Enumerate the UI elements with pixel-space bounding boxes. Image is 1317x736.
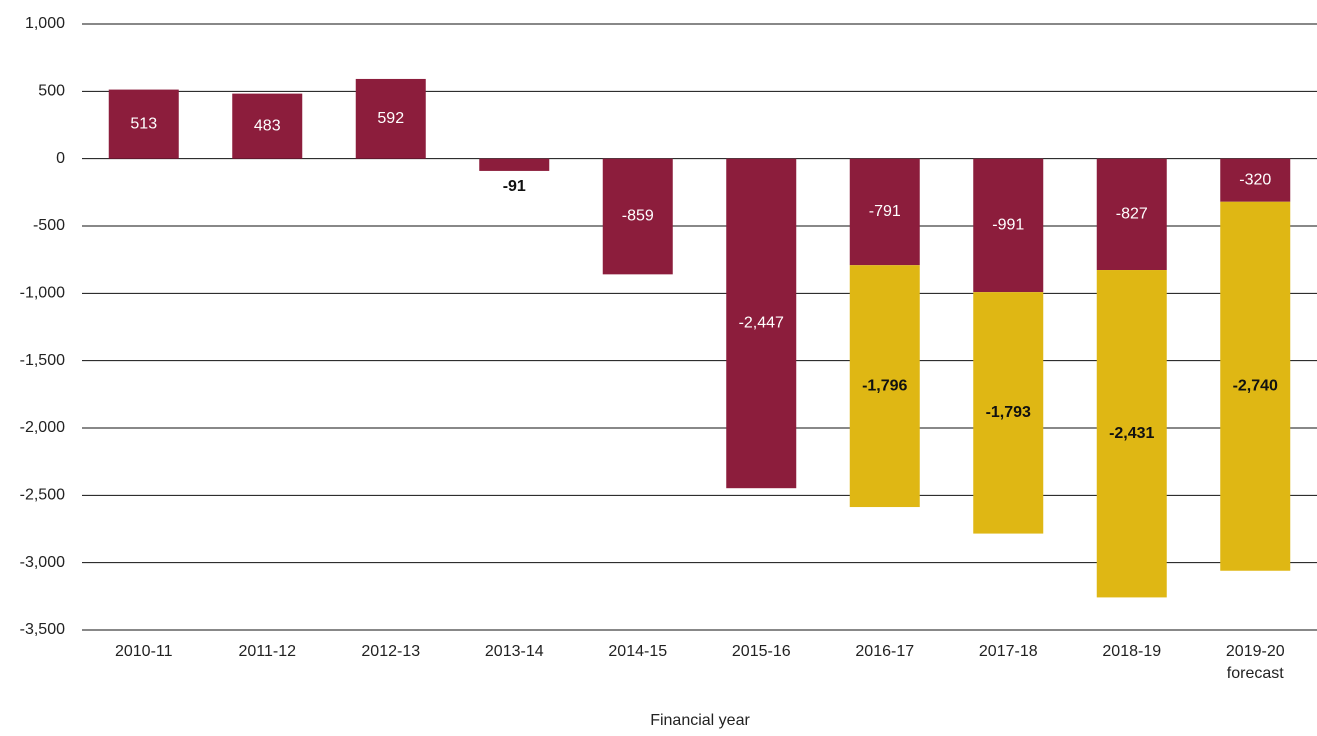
- value-label: 483: [254, 117, 281, 134]
- value-label: -2,740: [1233, 377, 1278, 394]
- value-label: -320: [1239, 171, 1271, 188]
- value-label: -1,793: [986, 404, 1031, 421]
- bar: [602, 158, 673, 275]
- bar: [849, 158, 920, 266]
- y-tick-label: 1,000: [25, 15, 65, 32]
- x-tick-label: 2018-19: [1102, 643, 1161, 660]
- bar: [1096, 270, 1167, 598]
- x-tick-label: 2016-17: [855, 643, 914, 660]
- x-axis-title: Financial year: [650, 712, 750, 729]
- x-tick-label: 2011-12: [238, 643, 296, 660]
- bar: [479, 158, 550, 171]
- value-label: -91: [503, 178, 526, 195]
- y-tick-label: 500: [38, 83, 65, 100]
- y-tick-label: -500: [33, 217, 65, 234]
- value-label: 513: [130, 115, 157, 132]
- x-tick-label: 2010-11: [115, 643, 173, 660]
- y-tick-label: -2,500: [20, 487, 65, 504]
- value-label: -791: [869, 203, 901, 220]
- bar: [232, 93, 303, 159]
- x-tick-label: 2019-20 forecast: [1226, 643, 1285, 682]
- y-tick-label: -2,000: [20, 419, 65, 436]
- x-tick-label: 2017-18: [979, 643, 1038, 660]
- x-tick-label: 2015-16: [732, 643, 791, 660]
- value-label: -859: [622, 208, 654, 225]
- bar: [849, 265, 920, 508]
- x-tick-label: 2012-13: [361, 643, 420, 660]
- value-label: -1,796: [862, 377, 907, 394]
- bar: [1220, 158, 1291, 202]
- y-tick-label: -1,500: [20, 352, 65, 369]
- x-tick-label: 2014-15: [608, 643, 667, 660]
- y-tick-label: -3,000: [20, 554, 65, 571]
- bar: [108, 89, 179, 159]
- value-label: -2,431: [1109, 425, 1154, 442]
- bar: [973, 292, 1044, 534]
- bar: [355, 78, 426, 159]
- bar: [1220, 201, 1291, 571]
- value-label: 592: [377, 110, 404, 127]
- bar: [726, 158, 797, 489]
- y-tick-label: 0: [56, 150, 65, 167]
- y-tick-label: -3,500: [20, 621, 65, 638]
- value-label: -991: [992, 217, 1024, 234]
- bar: [1096, 158, 1167, 271]
- x-tick-label: 2013-14: [485, 643, 544, 660]
- value-label: -827: [1116, 206, 1148, 223]
- bar: [973, 158, 1044, 293]
- value-label: -2,447: [739, 315, 784, 332]
- y-tick-label: -1,000: [20, 285, 65, 302]
